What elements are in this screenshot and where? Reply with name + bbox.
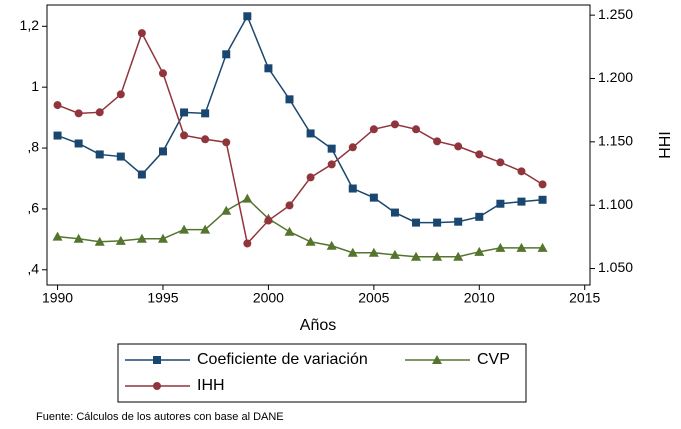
marker-triangle bbox=[432, 355, 442, 364]
marker-square bbox=[327, 144, 336, 153]
marker-square bbox=[137, 170, 146, 179]
marker-triangle bbox=[157, 233, 168, 243]
marker-circle bbox=[433, 137, 442, 146]
series-line bbox=[57, 197, 543, 258]
x-tick-label: 2015 bbox=[569, 290, 600, 306]
marker-square bbox=[222, 50, 231, 59]
x-axis-title: Años bbox=[300, 317, 336, 334]
y-tick-label: 1,2 bbox=[20, 17, 40, 33]
x-tick-label: 1990 bbox=[42, 290, 73, 306]
marker-square bbox=[475, 212, 484, 221]
marker-square bbox=[369, 193, 378, 202]
marker-circle bbox=[327, 160, 336, 169]
marker-circle bbox=[475, 150, 484, 159]
marker-circle bbox=[412, 125, 421, 134]
marker-square bbox=[74, 139, 83, 148]
x-tick-label: 2005 bbox=[358, 290, 389, 306]
legend-label: CVP bbox=[477, 351, 510, 368]
marker-circle bbox=[222, 138, 231, 147]
marker-triangle bbox=[495, 242, 506, 252]
marker-circle bbox=[53, 101, 62, 110]
legend-label: Coeficiente de variación bbox=[197, 351, 368, 368]
marker-square bbox=[158, 147, 167, 156]
marker-square bbox=[264, 64, 273, 73]
marker-circle bbox=[538, 180, 547, 189]
marker-triangle bbox=[200, 224, 211, 234]
y-tick-label: ,4 bbox=[27, 260, 39, 276]
marker-circle bbox=[454, 142, 463, 151]
marker-triangle bbox=[368, 247, 379, 257]
x-tick-label: 2010 bbox=[464, 290, 495, 306]
marker-square bbox=[201, 109, 210, 118]
marker-circle bbox=[285, 201, 294, 210]
marker-triangle bbox=[179, 224, 190, 234]
marker-circle bbox=[116, 90, 125, 99]
marker-triangle bbox=[284, 226, 295, 236]
marker-circle bbox=[158, 69, 167, 78]
marker-triangle bbox=[73, 233, 84, 243]
marker-circle bbox=[348, 143, 357, 152]
marker-triangle bbox=[136, 233, 147, 243]
marker-triangle bbox=[115, 235, 126, 245]
marker-square bbox=[95, 150, 104, 159]
y2-tick-label: 1.050 bbox=[598, 259, 633, 275]
marker-circle bbox=[306, 173, 315, 182]
marker-triangle bbox=[52, 231, 63, 241]
marker-triangle bbox=[221, 205, 232, 215]
marker-triangle bbox=[537, 242, 548, 252]
marker-square bbox=[517, 197, 526, 206]
marker-triangle bbox=[453, 251, 464, 261]
legend-label: IHH bbox=[197, 377, 225, 394]
marker-square bbox=[454, 217, 463, 226]
y2-tick-label: 1.100 bbox=[598, 196, 633, 212]
legend-box bbox=[117, 343, 527, 403]
marker-square bbox=[538, 195, 547, 204]
marker-square bbox=[53, 131, 62, 140]
source-note: Fuente: Cálculos de los autores con base… bbox=[36, 411, 284, 423]
marker-circle bbox=[153, 382, 161, 390]
marker-circle bbox=[74, 109, 83, 118]
marker-circle bbox=[369, 125, 378, 134]
marker-triangle bbox=[516, 242, 527, 252]
y-tick-label: ,8 bbox=[27, 139, 39, 155]
y-tick-label: 1 bbox=[31, 78, 39, 94]
marker-square bbox=[348, 184, 357, 193]
marker-triangle bbox=[474, 246, 485, 256]
y2-tick-label: 1.200 bbox=[598, 69, 633, 85]
y-tick-label: ,6 bbox=[27, 200, 39, 216]
y2-axis-title: IHH bbox=[655, 131, 672, 159]
marker-circle bbox=[201, 135, 210, 144]
marker-circle bbox=[137, 29, 146, 38]
marker-circle bbox=[496, 158, 505, 167]
y2-tick-label: 1.150 bbox=[598, 133, 633, 149]
marker-triangle bbox=[242, 193, 253, 203]
marker-square bbox=[390, 208, 399, 217]
marker-circle bbox=[243, 239, 252, 248]
marker-triangle bbox=[94, 236, 105, 246]
marker-square bbox=[116, 152, 125, 161]
marker-square bbox=[306, 129, 315, 138]
marker-triangle bbox=[305, 236, 316, 246]
marker-circle bbox=[390, 120, 399, 129]
marker-square bbox=[285, 95, 294, 104]
marker-triangle bbox=[326, 240, 337, 250]
y2-tick-label: 1.250 bbox=[598, 6, 633, 22]
marker-circle bbox=[264, 216, 273, 225]
marker-triangle bbox=[347, 247, 358, 257]
x-tick-label: 2000 bbox=[253, 290, 284, 306]
marker-circle bbox=[180, 131, 189, 140]
marker-square bbox=[496, 199, 505, 208]
marker-square bbox=[243, 12, 252, 21]
marker-triangle bbox=[432, 251, 443, 261]
marker-triangle bbox=[411, 251, 422, 261]
marker-square bbox=[412, 218, 421, 227]
marker-circle bbox=[95, 108, 104, 117]
marker-circle bbox=[517, 167, 526, 176]
marker-triangle bbox=[389, 249, 400, 259]
x-tick-label: 1995 bbox=[147, 290, 178, 306]
marker-square bbox=[180, 108, 189, 117]
marker-square bbox=[433, 218, 442, 227]
marker-square bbox=[153, 356, 161, 364]
